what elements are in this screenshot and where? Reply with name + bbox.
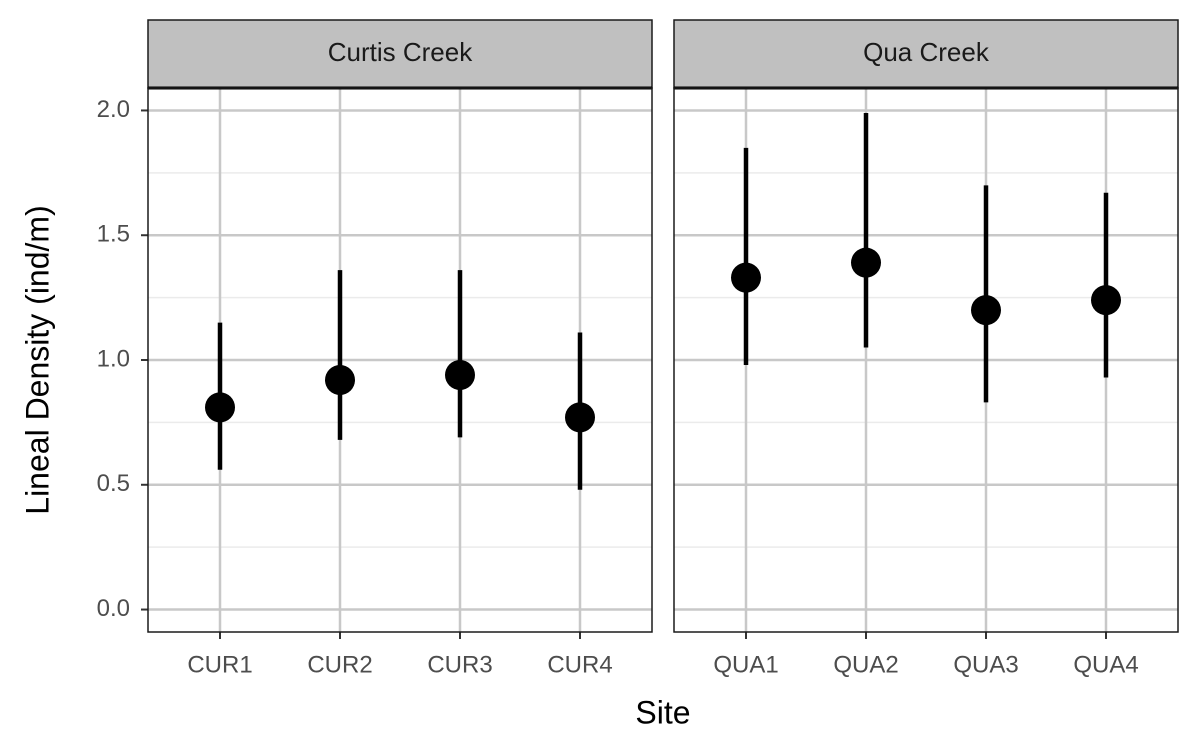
facet-title: Curtis Creek [328, 37, 473, 67]
x-tick-label: CUR1 [187, 651, 252, 678]
x-tick-label: CUR3 [427, 651, 492, 678]
panel-border [673, 87, 1179, 633]
y-tick-label: 0.5 [97, 470, 130, 497]
x-tick-label: CUR4 [547, 651, 612, 678]
y-axis-label: Lineal Density (ind/m) [19, 205, 55, 514]
point [205, 392, 235, 423]
point [851, 247, 881, 278]
strip [673, 19, 1179, 89]
facet-title: Qua Creek [863, 37, 990, 67]
panel-border [147, 87, 653, 633]
x-tick-label: QUA1 [713, 651, 778, 678]
x-tick-label: QUA4 [1073, 651, 1138, 678]
y-tick-label: 2.0 [97, 96, 130, 123]
y-tick-label: 1.5 [97, 221, 130, 248]
x-tick-label: QUA3 [953, 651, 1018, 678]
x-tick-label: QUA2 [833, 651, 898, 678]
point [731, 262, 761, 293]
point [1091, 285, 1121, 316]
y-tick-label: 1.0 [97, 345, 130, 372]
strip [147, 19, 653, 89]
x-tick-label: CUR2 [307, 651, 372, 678]
y-tick-label: 0.0 [97, 595, 130, 622]
x-axis-label: Site [635, 694, 690, 730]
point [445, 359, 475, 390]
point [325, 364, 355, 395]
point [565, 402, 595, 433]
point [971, 295, 1001, 326]
